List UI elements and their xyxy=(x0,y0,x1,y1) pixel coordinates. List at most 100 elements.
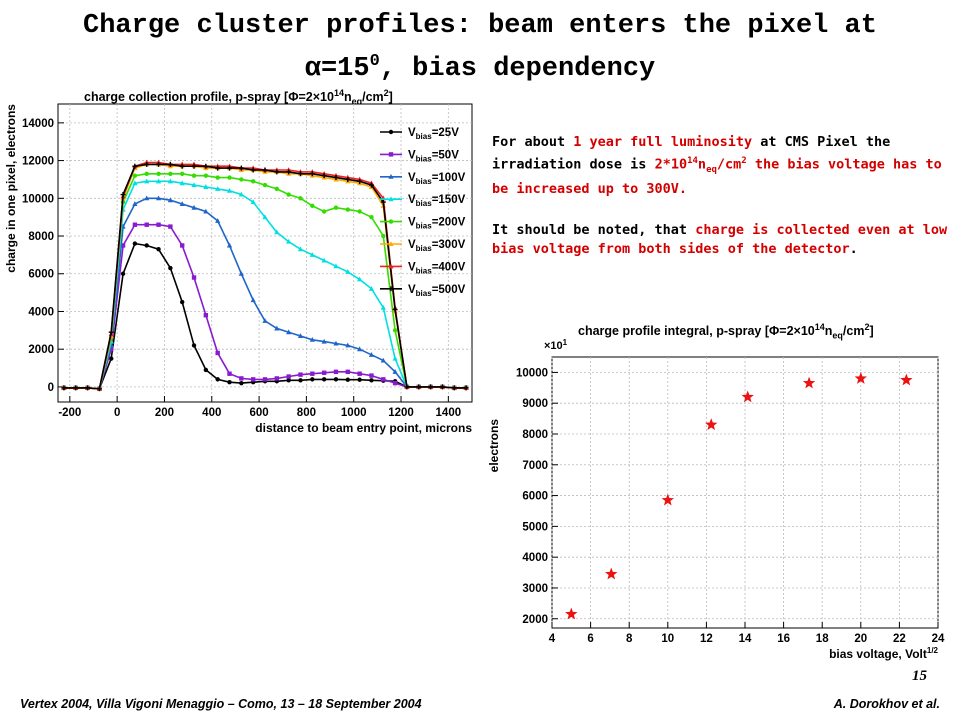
chart1-point-3-9 xyxy=(167,178,173,184)
chart2-point-2 xyxy=(661,493,674,506)
chart1-legend-label-6: Vbias=400V xyxy=(408,261,466,275)
chart1-point-1-7 xyxy=(144,222,149,227)
chart1-title-sup: 14 xyxy=(333,88,344,98)
chart1-ytick-label-7: 14000 xyxy=(22,118,54,130)
chart1-point-4-9 xyxy=(168,171,173,176)
chart1-point-1-11 xyxy=(191,275,197,280)
chart1-legend-val-3: =150V xyxy=(432,194,466,206)
chart1-point-4-12 xyxy=(203,173,209,178)
chart1-point-2-16 xyxy=(250,297,256,303)
chart1-legend-sub-1: bias xyxy=(416,154,433,163)
chart1-point-0-19 xyxy=(286,378,291,383)
chart1-point-7-29 xyxy=(404,384,410,390)
chart1-point-4-21 xyxy=(310,203,315,209)
chart1-point-4-19 xyxy=(286,192,291,197)
chart1-point-7-5 xyxy=(120,192,126,198)
chart1-title-pre: charge collection profile, p-spray [Φ=2×… xyxy=(84,90,334,105)
chart1-point-7-0 xyxy=(61,385,67,391)
chart1-point-1-25 xyxy=(357,371,362,376)
chart1-legend-val-6: =400V xyxy=(432,261,466,273)
p1-text-2: at CMS Pixel the irradiation dose is xyxy=(492,134,891,173)
chart1-point-4-20 xyxy=(298,196,303,201)
chart1-point-4-6 xyxy=(132,173,138,178)
chart1-point-7-23 xyxy=(333,175,339,181)
chart1-series-7 xyxy=(61,161,469,392)
chart1-point-3-16 xyxy=(250,199,256,205)
chart1-point-2-9 xyxy=(167,197,173,203)
chart1-point-3-25 xyxy=(357,276,363,282)
chart1-legend-v-4: V xyxy=(408,217,416,229)
chart1-point-7-10 xyxy=(179,163,185,169)
chart2-title-pre: charge profile integral, p-spray [Φ=2×10 xyxy=(578,324,815,339)
chart1-point-0-21 xyxy=(310,377,315,382)
chart1-point-0-7 xyxy=(144,243,149,248)
chart1-point-4-13 xyxy=(215,175,220,180)
chart1-xtick-label-7: 1200 xyxy=(388,407,414,419)
chart2-xtick-label-10: 24 xyxy=(932,633,945,645)
chart1-xtick-label-3: 400 xyxy=(202,407,221,419)
chart1-point-1-8 xyxy=(156,222,161,227)
chart1-point-7-18 xyxy=(274,169,280,175)
chart1-legend-val-4: =200V xyxy=(432,217,466,229)
chart1-point-3-12 xyxy=(203,184,209,189)
chart1-legend-entry-1: Vbias=50V xyxy=(380,149,459,163)
chart1-point-0-26 xyxy=(369,378,374,383)
chart1-point-7-16 xyxy=(250,167,256,173)
chart1-legend-marker-6 xyxy=(388,263,394,269)
chart1-point-1-17 xyxy=(262,377,268,382)
p1-highlight-luminosity: 1 year full luminosity xyxy=(573,134,753,150)
chart1-point-4-25 xyxy=(357,209,362,214)
chart1-legend-entry-5: Vbias=300V xyxy=(380,239,466,253)
chart1-point-2-18 xyxy=(274,325,280,331)
chart1-point-7-30 xyxy=(416,384,422,390)
chart2-xtick-label-1: 6 xyxy=(587,633,593,645)
chart2-xtick-label-2: 8 xyxy=(626,633,633,645)
chart1-xtick-label-1: 0 xyxy=(114,407,120,419)
chart2-ytick-label-3: 5000 xyxy=(522,521,548,533)
chart1-point-3-14 xyxy=(226,187,233,193)
chart1-point-3-19 xyxy=(286,238,292,244)
chart1-point-0-5 xyxy=(120,271,126,276)
chart2-ylabel: electrons xyxy=(487,419,501,473)
chart1-point-2-27 xyxy=(380,357,386,363)
chart1-point-3-26 xyxy=(368,286,375,291)
p2-highlight: charge is collected even at low bias vol… xyxy=(492,222,948,257)
chart2-title-sub: eq xyxy=(832,330,843,341)
chart1-point-7-22 xyxy=(321,173,327,179)
chart1-point-2-19 xyxy=(286,329,292,335)
chart1-legend-marker-2 xyxy=(388,174,394,179)
chart1-point-1-27 xyxy=(381,377,386,382)
chart1-xtick-label-2: 200 xyxy=(155,407,174,419)
chart1-point-3-11 xyxy=(191,182,197,188)
chart1-title-sub: eq xyxy=(351,96,363,107)
chart1-point-0-13 xyxy=(215,377,220,382)
chart1-point-1-13 xyxy=(215,350,220,356)
chart2-point-6 xyxy=(854,372,867,384)
chart1-point-7-25 xyxy=(357,178,363,184)
chart1-point-2-11 xyxy=(191,204,197,210)
chart1-point-2-15 xyxy=(238,270,244,276)
chart1-point-4-18 xyxy=(274,186,280,192)
chart1-point-2-17 xyxy=(262,318,268,323)
charge-profile-chart: -200 0 200 400 600 800 1000 1200 140002000400060… xyxy=(4,103,473,435)
chart2-xtick-label-4: 12 xyxy=(700,633,713,645)
title-line-1: Charge cluster profiles: beam enters the… xyxy=(83,11,877,41)
chart1-legend-entry-4: Vbias=200V xyxy=(380,217,466,231)
chart1-point-1-22 xyxy=(321,370,327,375)
chart1-point-1-24 xyxy=(345,369,350,375)
chart1-title-sup2: 2 xyxy=(383,88,389,98)
slide-title: Charge cluster profiles: beam enters the… xyxy=(20,8,940,87)
chart1-point-3-24 xyxy=(345,269,351,274)
chart1-legend-label-5: Vbias=300V xyxy=(408,239,466,253)
chart1-point-0-23 xyxy=(333,377,339,382)
chart2-ytick-label-8: 10000 xyxy=(516,367,548,379)
chart1-point-0-15 xyxy=(239,380,244,386)
chart2-point-4 xyxy=(741,390,754,403)
paragraph-collection: It should be noted, that charge is colle… xyxy=(492,221,952,259)
chart1-point-4-15 xyxy=(239,177,244,182)
chart1-point-7-1 xyxy=(73,385,79,391)
chart1-legend-sub-4: bias xyxy=(416,222,433,231)
chart2-xtick-label-8: 20 xyxy=(854,633,867,645)
chart1-frame xyxy=(57,103,473,403)
chart1-point-4-27 xyxy=(381,233,386,239)
